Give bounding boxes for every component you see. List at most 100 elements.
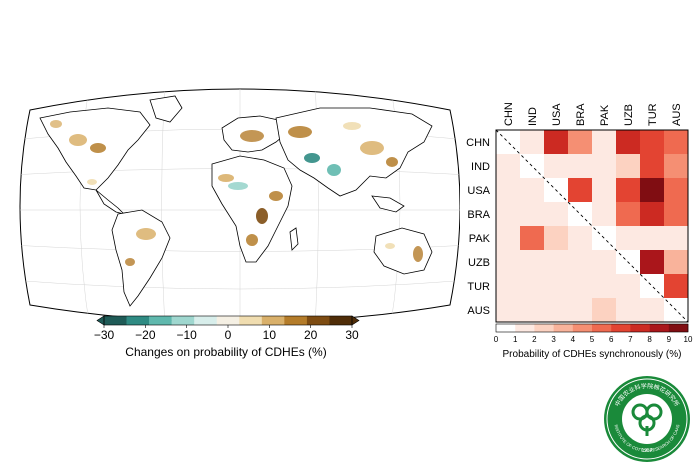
africa bbox=[211, 155, 293, 263]
heatmap-cell bbox=[664, 178, 688, 202]
map-colorbar-swatch bbox=[306, 316, 330, 325]
heatmap-cell bbox=[592, 274, 616, 298]
map-colorbar-swatch bbox=[171, 316, 195, 325]
heatmap-cell bbox=[496, 250, 520, 274]
heatmap-cell bbox=[616, 130, 640, 154]
heatmap-cell bbox=[664, 250, 688, 274]
heatmap-cell bbox=[568, 298, 592, 322]
heatmap-cell bbox=[568, 274, 592, 298]
hotspot-east-china bbox=[386, 157, 398, 167]
map-colorbar-tick: 10 bbox=[263, 328, 277, 342]
map-colorbar-tick: 0 bbox=[225, 328, 232, 342]
heatmap-cell bbox=[544, 202, 568, 226]
map-colorbar: −30 −20 −10 0 10 20 30 bbox=[94, 315, 360, 342]
map-colorbar-swatch bbox=[239, 316, 263, 325]
heatmap-cell bbox=[496, 202, 520, 226]
heatmap-column-label: TUR bbox=[647, 103, 659, 126]
heatmap-cell bbox=[544, 130, 568, 154]
heatmap-cell bbox=[592, 178, 616, 202]
heatmap-cell bbox=[640, 250, 664, 274]
map-colorbar-swatch bbox=[216, 316, 240, 325]
greenland bbox=[149, 95, 183, 123]
hotspot-sa-brazil bbox=[136, 228, 156, 240]
heatmap-colorbar-swatch bbox=[553, 324, 574, 332]
map-colorbar-swatch bbox=[126, 316, 150, 325]
heatmap-cell bbox=[640, 274, 664, 298]
heatmap-cell bbox=[664, 274, 688, 298]
map-colorbar-tick: −20 bbox=[135, 328, 156, 342]
heatmap-cell bbox=[520, 226, 544, 250]
heatmap-cell bbox=[592, 298, 616, 322]
heatmap-column-label: CHN bbox=[503, 102, 515, 126]
heatmap-cell bbox=[616, 154, 640, 178]
heatmap-colorbar-tick: 0 bbox=[494, 335, 499, 344]
hotspot-central-asia bbox=[288, 126, 312, 138]
heatmap-colorbar-tick: 6 bbox=[609, 335, 614, 344]
heatmap-cell bbox=[520, 298, 544, 322]
heatmap-column-label: PAK bbox=[599, 104, 611, 126]
map-colorbar-swatch bbox=[149, 316, 172, 325]
heatmap-colorbar-swatch bbox=[572, 324, 593, 332]
hotspot-east-africa bbox=[269, 191, 283, 201]
heatmap-row-label: TUR bbox=[467, 281, 490, 293]
heatmap-cell bbox=[664, 130, 688, 154]
map-colorbar-label: Changes on probability of CDHEs (%) bbox=[125, 345, 326, 359]
heatmap-cell bbox=[568, 178, 592, 202]
logo-year: 1957 bbox=[641, 448, 652, 454]
heatmap-cell bbox=[568, 250, 592, 274]
heatmap-cell bbox=[592, 130, 616, 154]
heatmap-column-label: BRA bbox=[575, 103, 587, 126]
heatmap-cell bbox=[544, 274, 568, 298]
hotspot-mongolia bbox=[343, 122, 361, 130]
heatmap-cell bbox=[616, 202, 640, 226]
heatmap-colorbar-swatch bbox=[649, 324, 670, 332]
heatmap-colorbar-tick: 4 bbox=[571, 335, 576, 344]
hotspot-sa-south bbox=[125, 258, 135, 266]
heatmap-cell bbox=[664, 226, 688, 250]
map-colorbar-swatch bbox=[329, 316, 353, 325]
heatmap-colorbar-swatch bbox=[630, 324, 650, 332]
heatmap-colorbar-swatch bbox=[592, 324, 612, 332]
heatmap-cell bbox=[520, 250, 544, 274]
heatmap-colorbar-tick: 3 bbox=[551, 335, 556, 344]
heatmap-cell bbox=[520, 274, 544, 298]
heatmap-colorbar-tick: 5 bbox=[590, 335, 595, 344]
heatmap-cell bbox=[640, 226, 664, 250]
hotspot-sahel-teal bbox=[228, 182, 248, 190]
se-asia-islands bbox=[371, 195, 405, 213]
institute-logo: 中国农业科学院棉花研究所 INSTITUTE OF COTTON RESEARC… bbox=[604, 376, 690, 462]
map-colorbar-tick: 30 bbox=[345, 328, 359, 342]
map-colorbar-swatch bbox=[104, 316, 127, 325]
map-colorbar-swatch bbox=[194, 316, 218, 325]
heatmap-cell bbox=[496, 130, 520, 154]
heatmap-row-label: IND bbox=[471, 161, 490, 173]
hotspot-india-teal bbox=[327, 164, 341, 176]
heatmap-cell bbox=[568, 130, 592, 154]
heatmap-cell bbox=[496, 226, 520, 250]
cotton-flower-icon bbox=[631, 403, 663, 436]
hotspot-west-africa bbox=[218, 174, 234, 182]
heatmap-cell bbox=[544, 250, 568, 274]
map-colorbar-tick: −30 bbox=[94, 328, 115, 342]
heatmap-colorbar-swatch bbox=[496, 324, 516, 332]
hotspot-na-east bbox=[90, 143, 106, 153]
heatmap-cell bbox=[640, 298, 664, 322]
heatmap-cell bbox=[640, 178, 664, 202]
heatmap-cell bbox=[544, 226, 568, 250]
hotspot-australia-west bbox=[385, 243, 395, 249]
heatmap-colorbar-tick: 1 bbox=[513, 335, 518, 344]
heatmap-cell bbox=[544, 154, 568, 178]
heatmap-cell bbox=[616, 226, 640, 250]
heatmap-frame bbox=[495, 129, 689, 323]
heatmap-row-label: PAK bbox=[469, 233, 491, 245]
heatmap-row-label: BRA bbox=[467, 209, 490, 221]
heatmap-colorbar-tick: 7 bbox=[628, 335, 633, 344]
map-colorbar-swatch bbox=[284, 316, 308, 325]
asia bbox=[275, 107, 433, 197]
hotspot-china bbox=[360, 141, 384, 155]
heatmap-cell bbox=[544, 298, 568, 322]
hotspot-southern-africa bbox=[256, 208, 268, 224]
heatmap-row-label: CHN bbox=[466, 137, 490, 149]
heatmap-row-label: AUS bbox=[467, 305, 490, 317]
heatmap-column-label: IND bbox=[527, 107, 539, 126]
